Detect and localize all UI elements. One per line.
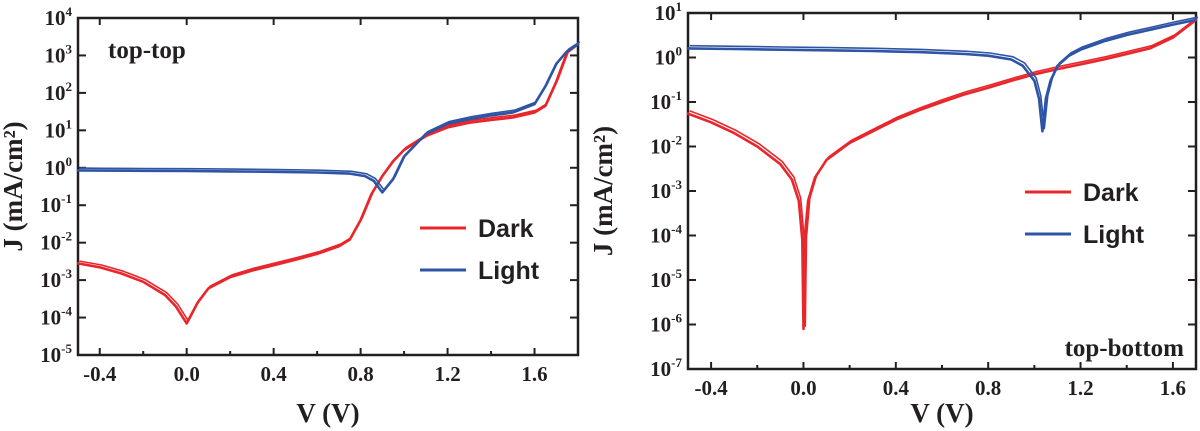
y-tick-label: 10-7 bbox=[650, 355, 682, 381]
x-tick-label: 1.6 bbox=[1160, 376, 1186, 400]
panel-annotation: top-bottom bbox=[1065, 335, 1185, 362]
y-tick-label: 10-2 bbox=[40, 229, 72, 255]
x-axis-title: V (V) bbox=[296, 398, 359, 428]
y-tick-label: 10-2 bbox=[650, 133, 682, 159]
y-tick-label: 10-6 bbox=[650, 311, 682, 337]
y-tick-label: 10-4 bbox=[650, 222, 682, 248]
series-dark-reverse-line bbox=[689, 16, 1199, 327]
y-tick-label: 104 bbox=[45, 4, 73, 30]
series-light-reverse-line bbox=[689, 16, 1198, 130]
legend: Dark Light bbox=[420, 215, 540, 285]
y-tick-label: 10-5 bbox=[40, 341, 72, 367]
y-tick-label: 103 bbox=[45, 41, 73, 67]
y-tick-label: 10-1 bbox=[650, 88, 682, 114]
panel-top-top: -0.4 0.0 0.4 0.8 1.2 1.6 10-5 10-4 10-3 10-2 10-1 1… bbox=[0, 4, 581, 428]
panel-top-bottom: -0.4 0.0 0.4 0.8 1.2 1.6 10-7 10-6 10-5 10-4 10-3 1… bbox=[588, 0, 1199, 428]
legend-label-light: Light bbox=[1083, 221, 1145, 249]
x-tick-label: -0.4 bbox=[694, 376, 728, 400]
x-tick-label: 0.0 bbox=[174, 362, 200, 386]
x-tick-label: 0.0 bbox=[790, 376, 816, 400]
panel-annotation: top-top bbox=[108, 37, 186, 64]
y-tick-label: 10-1 bbox=[40, 191, 72, 217]
x-tick-label: 1.6 bbox=[521, 362, 547, 386]
series-dark-line bbox=[686, 18, 1198, 331]
y-tick-label: 100 bbox=[655, 44, 683, 70]
legend-label-dark: Dark bbox=[1083, 179, 1139, 207]
x-tick-label: 1.2 bbox=[434, 362, 460, 386]
y-tick-label: 10-3 bbox=[40, 266, 72, 292]
legend-label-light: Light bbox=[478, 257, 540, 285]
x-tick-label: 0.8 bbox=[347, 362, 373, 386]
y-tick-label: 101 bbox=[45, 116, 73, 142]
plot-frame bbox=[76, 16, 580, 357]
x-tick-label: 1.2 bbox=[1067, 376, 1093, 400]
legend: Dark Light bbox=[1025, 179, 1145, 249]
legend-label-dark: Dark bbox=[478, 215, 534, 243]
x-tick-label: 0.4 bbox=[261, 362, 288, 386]
x-tick-label: 0.4 bbox=[883, 376, 910, 400]
series-dark-reverse-line bbox=[79, 41, 581, 322]
y-tick-label: 10-4 bbox=[40, 304, 72, 330]
x-tick-label: -0.4 bbox=[83, 362, 117, 386]
y-tick-label: 10-5 bbox=[650, 266, 682, 292]
y-tick-label: 101 bbox=[655, 0, 683, 25]
y-tick-label: 100 bbox=[45, 154, 73, 180]
series-light-reverse-line bbox=[79, 41, 581, 191]
series-light-line bbox=[686, 18, 1198, 133]
y-tick-label: 10-3 bbox=[650, 177, 682, 203]
y-axis-title: J (mA/cm²) bbox=[0, 121, 28, 251]
y-axis-title: J (mA/cm²) bbox=[588, 126, 618, 256]
y-tick-label: 102 bbox=[45, 79, 73, 105]
x-tick-label: 0.8 bbox=[975, 376, 1001, 400]
x-axis-title: V (V) bbox=[910, 398, 973, 428]
